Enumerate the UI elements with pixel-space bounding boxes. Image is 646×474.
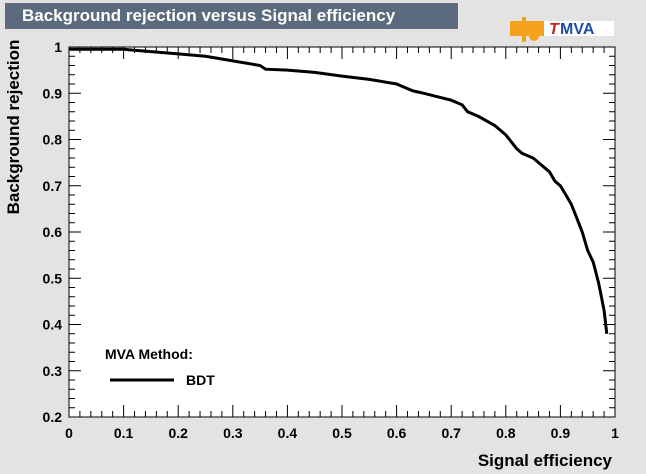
legend: MVA Method: BDT [105,346,215,388]
y-tick-label: 0.8 [43,132,63,148]
logo-letters-mva: MVA [560,21,595,38]
y-tick-label: 0.4 [43,317,63,333]
x-tick-labels: 0 0.1 0.2 0.3 0.4 0.5 0.6 0.7 0.8 0.9 1 [65,425,619,441]
y-tick-label: 0.7 [43,178,63,194]
logo-letter-t: T [549,21,560,38]
x-tick-label: 0.2 [168,425,188,441]
y-tick-label: 0.6 [43,224,63,240]
y-axis-label: Background rejection [4,40,23,215]
chart-title: Background rejection versus Signal effic… [22,6,396,25]
x-tick-label: 0.1 [114,425,134,441]
x-tick-label: 0.9 [551,425,571,441]
x-tick-label: 0.6 [387,425,407,441]
x-tick-label: 0.8 [496,425,516,441]
legend-title: MVA Method: [105,346,193,362]
chart-title-box: Background rejection versus Signal effic… [5,3,458,29]
x-tick-label: 0.4 [278,425,298,441]
x-tick-label: 0.3 [223,425,243,441]
axis-ticks [68,46,616,418]
tmva-logo-icon: T MVA [510,17,614,42]
y-tick-label: 0.3 [43,363,63,379]
y-tick-label: 1 [54,39,62,55]
plot-area [68,46,616,418]
y-tick-label: 0.2 [43,409,63,425]
y-tick-label: 0.5 [43,270,63,286]
series-line-bdt [69,47,609,334]
x-tick-label: 1 [611,425,619,441]
x-axis-label: Signal efficiency [478,451,613,470]
x-tick-label: 0.5 [332,425,352,441]
legend-entry-bdt: BDT [186,372,215,388]
x-tick-label: 0 [65,425,73,441]
y-tick-labels: 0.2 0.3 0.4 0.5 0.6 0.7 0.8 0.9 1 [43,39,63,425]
y-tick-label: 0.9 [43,85,63,101]
x-tick-label: 0.7 [441,425,461,441]
